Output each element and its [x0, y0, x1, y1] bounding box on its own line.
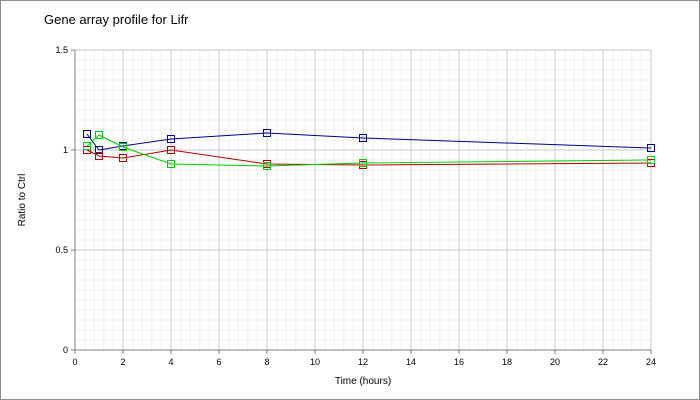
data-point-marker [359, 159, 367, 167]
x-tick-label: 14 [406, 357, 416, 367]
x-axis-label: Time (hours) [335, 376, 391, 387]
x-tick-label: 0 [72, 357, 77, 367]
y-axis-label: Ratio to Ctrl [17, 174, 28, 227]
y-tick-label: 0.5 [55, 245, 68, 255]
x-tick-label: 2 [120, 357, 125, 367]
data-point-marker [95, 152, 103, 160]
series-layer [86, 132, 651, 167]
x-tick-label: 24 [646, 357, 656, 367]
data-point-marker [119, 154, 127, 162]
y-tick-label: 1 [63, 145, 68, 155]
data-point-marker [263, 129, 271, 137]
x-tick-label: 18 [502, 357, 512, 367]
data-point-marker [647, 144, 655, 152]
x-tick-label: 20 [550, 357, 560, 367]
y-tick-label: 1.5 [55, 45, 68, 55]
data-point-marker [83, 130, 91, 138]
data-point-marker [119, 143, 127, 151]
data-point-marker [167, 160, 175, 168]
x-tick-label: 10 [310, 357, 320, 367]
x-tick-label: 12 [358, 357, 368, 367]
series-line-3 [86, 134, 651, 167]
x-tick-label: 4 [168, 357, 173, 367]
x-tick-label: 6 [216, 357, 221, 367]
y-tick-labels: 0 0.5 1 1.5 [55, 45, 75, 355]
chart-title: Gene array profile for Lifr [44, 12, 189, 27]
data-point-marker [647, 156, 655, 164]
series-line-1 [86, 132, 651, 151]
x-tick-label: 22 [598, 357, 608, 367]
x-tick-labels: 0 2 4 6 8 10 12 14 16 18 20 22 24 [72, 350, 656, 367]
data-point-marker [263, 162, 271, 170]
marker-layer [83, 129, 655, 170]
data-point-marker [95, 131, 103, 139]
x-tick-label: 8 [264, 357, 269, 367]
data-point-marker [83, 142, 91, 150]
series-line-2 [86, 149, 651, 166]
data-point-marker [95, 146, 103, 154]
y-tick-label: 0 [63, 345, 68, 355]
x-tick-label: 16 [454, 357, 464, 367]
data-point-marker [359, 134, 367, 142]
data-point-marker [167, 135, 175, 143]
data-point-marker [167, 146, 175, 154]
